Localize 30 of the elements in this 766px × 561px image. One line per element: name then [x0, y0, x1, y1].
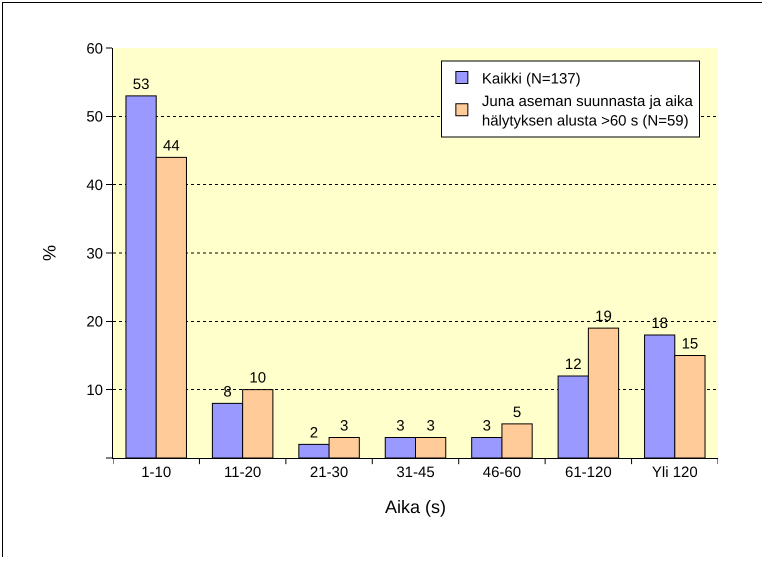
y-tick-label: 50: [86, 108, 103, 126]
data-label: 3: [340, 418, 348, 434]
data-label: 12: [564, 356, 582, 373]
legend-label: Juna aseman suunnasta ja aika hälytyksen alusta >60 s (N=59): [482, 92, 694, 130]
data-label: 19: [595, 308, 612, 326]
x-tick-label: 21-30: [310, 464, 348, 481]
y-tick-label: 30: [86, 245, 103, 262]
data-label: 53: [132, 76, 150, 93]
data-label: 8: [223, 383, 232, 400]
x-tick-label: 11-20: [224, 464, 262, 481]
y-tick-label: 60: [86, 40, 103, 58]
y-tick-label: 10: [86, 382, 103, 399]
data-label: 2: [310, 424, 318, 442]
y-tick-label: 20: [86, 314, 103, 331]
data-label: 44: [162, 137, 180, 154]
data-label: 5: [512, 404, 522, 421]
data-label: 3: [396, 418, 405, 434]
data-label: 10: [249, 370, 266, 387]
y-tick-label: 40: [86, 176, 103, 194]
legend-label: Kaikki (N=137): [482, 70, 581, 88]
x-tick-label: 46-60: [482, 464, 522, 481]
data-label: 3: [426, 418, 435, 434]
x-axis-title: Aika (s): [384, 497, 446, 518]
y-axis-title: %: [40, 244, 60, 262]
x-tick-label: 1-10: [141, 464, 172, 481]
data-label: 15: [682, 336, 698, 352]
x-tick-label: 61-120: [565, 464, 612, 481]
data-label: 3: [482, 418, 491, 434]
x-tick-label: Yli 120: [652, 464, 698, 481]
x-tick-label: 31-45: [396, 464, 435, 481]
